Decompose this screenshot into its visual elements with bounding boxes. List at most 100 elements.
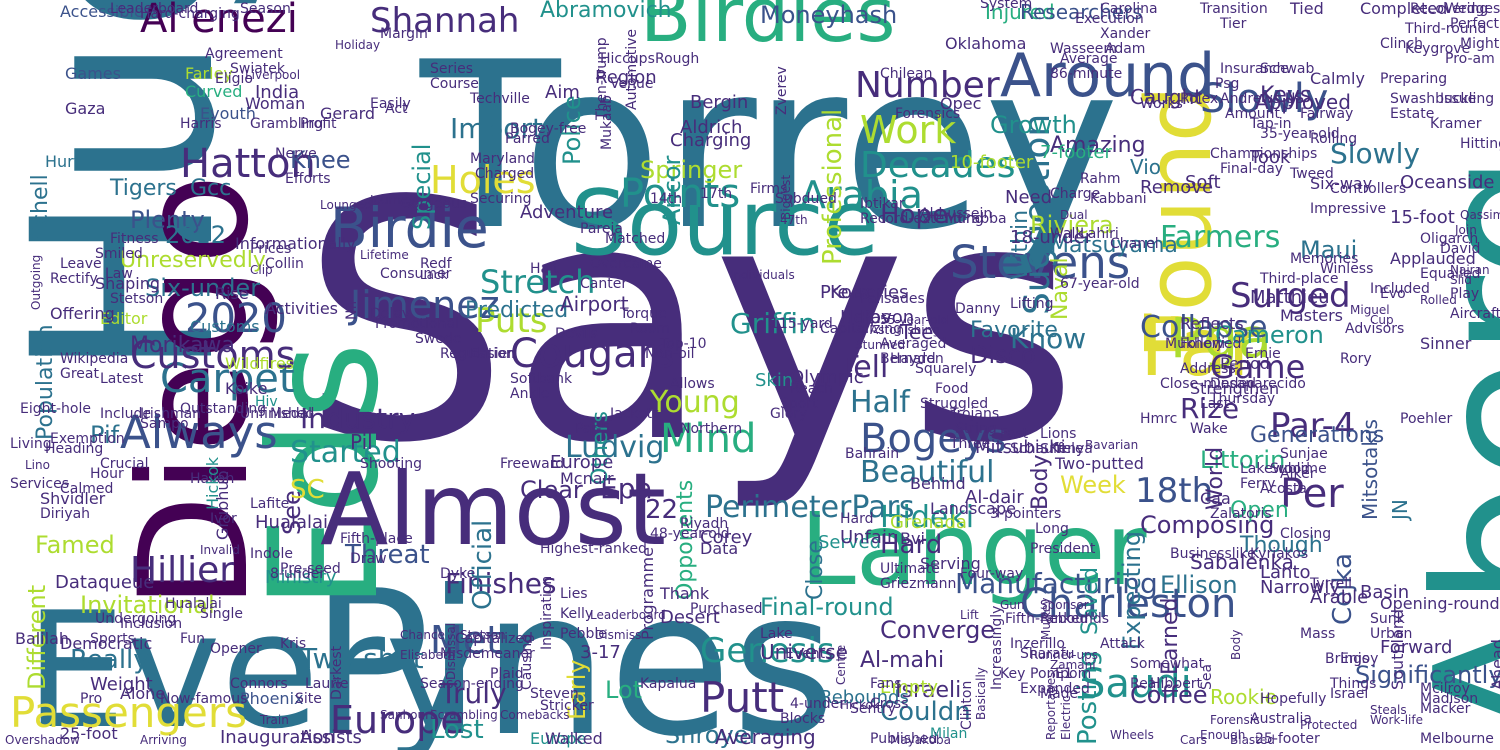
- word-course: Course: [430, 76, 479, 93]
- word-sc: SC: [290, 474, 325, 505]
- word-lack: Lack: [420, 268, 448, 283]
- word-matsuyama: Matsuyama: [1050, 233, 1178, 259]
- word-rolled: Rolled: [1420, 293, 1457, 308]
- word-woman: Woman: [245, 93, 306, 113]
- word-behind: Behind: [910, 473, 966, 493]
- word-rectify: Rectify: [50, 271, 98, 288]
- word-softbank: Softbank: [510, 371, 573, 388]
- word-included: Included: [1370, 281, 1430, 298]
- word-18-under: 18-under: [1010, 226, 1093, 248]
- word-aircraft: Aircraft: [1450, 306, 1500, 323]
- word-join: Join: [1455, 223, 1477, 238]
- word-gorgeous: Gorgeous: [400, 196, 468, 213]
- word-47th: 47th: [780, 213, 808, 228]
- word-walk: Walk: [1050, 226, 1084, 243]
- word-rise: Rise: [215, 283, 249, 303]
- word-koike: Koike: [225, 378, 268, 398]
- word-tied: Tied: [1290, 0, 1324, 18]
- word-leave: Leave: [60, 256, 102, 273]
- word-significantly: Significantly: [1355, 661, 1500, 690]
- word-par-4: Par-4: [1270, 406, 1356, 447]
- word-desaparecido: Desaparecido: [1210, 376, 1306, 393]
- word-customs: Customs: [190, 316, 260, 336]
- word-bogey-free: Bogey-free: [510, 121, 587, 138]
- word-psg: Psg: [1215, 76, 1240, 93]
- word-korn: Korn: [830, 281, 871, 303]
- word-pil: Pil: [350, 430, 373, 454]
- word-hurt: Hurt: [45, 151, 81, 171]
- word-finishes: Finishes: [445, 566, 557, 600]
- word-site: Site: [295, 691, 322, 708]
- word-riviera: Riviera: [1030, 211, 1114, 240]
- word-electric: Electric: [1059, 695, 1073, 740]
- word-winless: Winless: [1320, 261, 1374, 278]
- word-easier: Easier: [470, 346, 513, 363]
- word-littorin: Littorin: [1200, 446, 1286, 475]
- word-sanhouri: Sanhouri: [380, 708, 434, 723]
- word-democratic: Democratic: [60, 633, 153, 653]
- word-services: Services: [10, 476, 70, 493]
- word-far: Far: [1140, 301, 1261, 394]
- word-springer: Springer: [640, 156, 743, 185]
- word-converge: Converge: [880, 616, 996, 645]
- word-holes: Holes: [430, 157, 536, 202]
- word-final-round: Final-round: [760, 593, 894, 622]
- word-disco: Disco: [970, 341, 1036, 370]
- word-rize: Rize: [1180, 391, 1240, 425]
- word-hibbert: Hibbert: [1150, 676, 1203, 693]
- word-researchers: Researchers: [1020, 0, 1143, 24]
- word-shroyer: Shroyer: [665, 721, 759, 750]
- word-cougars: Cougars: [510, 331, 675, 377]
- word-devils: Devils: [555, 326, 598, 343]
- word-young: Young: [650, 385, 740, 420]
- word-northern: Northern: [680, 421, 743, 438]
- word-says: Says: [300, 131, 1079, 515]
- word-sport: Sport: [780, 396, 818, 413]
- word-calmly: Calmly: [1310, 68, 1365, 88]
- word-blasted: Blasted: [1230, 733, 1275, 748]
- word-customs: Customs: [130, 332, 296, 377]
- word-al-enezi: Al enezi: [140, 0, 298, 42]
- word-pareja: Pareja: [580, 221, 623, 238]
- word-then-trump: Then-trump: [594, 37, 610, 120]
- word-advisors: Advisors: [1345, 321, 1405, 338]
- word-birdies: Birdies: [640, 0, 896, 59]
- word-automotive: Automotive: [624, 29, 640, 110]
- word-every: Every: [25, 577, 480, 750]
- word-gcc: Gcc: [190, 176, 232, 202]
- word-stunned: Stunned: [855, 338, 906, 353]
- word-balilah: Balilah: [15, 628, 70, 648]
- word-food: Food: [935, 381, 969, 398]
- word-enough: Enough: [1200, 728, 1246, 743]
- word-tier: Tier: [1220, 16, 1247, 33]
- word-prices: Prices: [250, 241, 292, 258]
- word-steals: Steals: [1370, 703, 1407, 718]
- word-always: Always: [120, 405, 278, 459]
- word-living: Living: [10, 436, 52, 453]
- word-nerve: Nerve: [275, 146, 317, 163]
- word-maui: Maui: [1300, 236, 1358, 265]
- word-data: Data: [700, 538, 739, 558]
- word-number: Number: [855, 64, 1000, 106]
- word-hopefully: Hopefully: [1260, 691, 1327, 708]
- word-import: Import: [450, 111, 543, 145]
- word-shaping: Shaping: [95, 273, 160, 293]
- word-tweed: Tweed: [1290, 166, 1334, 183]
- word-evo: Evo: [1380, 286, 1406, 303]
- word-stetson: Stetson: [460, 628, 506, 643]
- word-lahiri: Lahiri: [1080, 226, 1119, 243]
- word-memories: Memories: [1290, 251, 1359, 268]
- word-final-day: Final-day: [1220, 161, 1284, 178]
- word-points: Points: [620, 171, 741, 217]
- word-australia: Australia: [1250, 711, 1312, 728]
- word-hour: Hour: [90, 466, 124, 483]
- word-half: Half: [850, 385, 910, 420]
- word-zalatoris: Zalatoris: [1210, 506, 1272, 523]
- word-enjoy: Enjoy: [1340, 651, 1379, 668]
- word-period: Period: [1220, 353, 1270, 373]
- word-clear: Clear: [520, 476, 583, 505]
- word-sea: Sea: [1199, 663, 1215, 690]
- word-putt: Putt: [700, 673, 785, 723]
- word-maryland: Maryland: [470, 151, 535, 168]
- word-met: Met: [430, 617, 502, 662]
